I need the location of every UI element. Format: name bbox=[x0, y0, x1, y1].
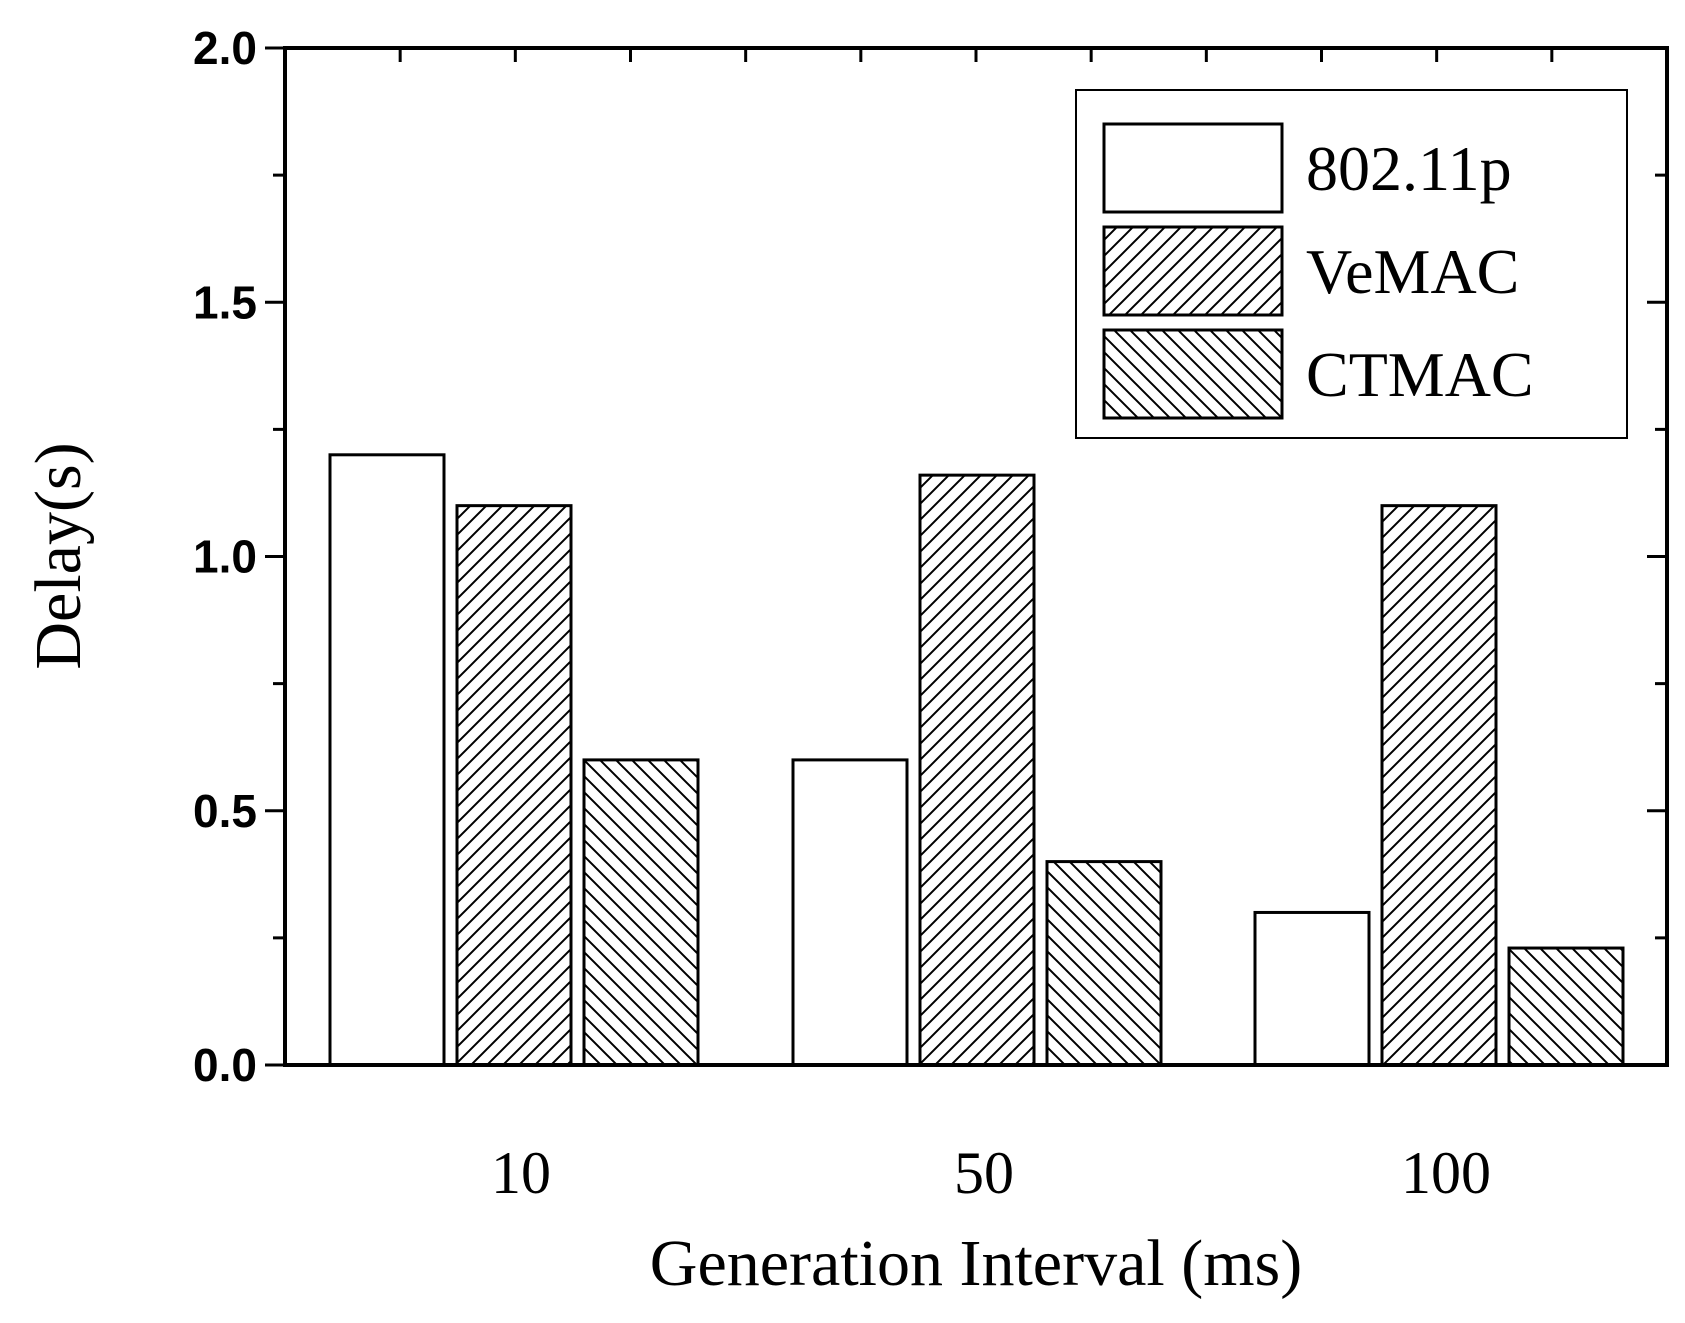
x-axis-ticks: 10 50 100 bbox=[398, 48, 1554, 1206]
bar-vemac-10 bbox=[455, 504, 573, 1067]
legend-swatch-vemac bbox=[1102, 225, 1284, 317]
plot-frame bbox=[283, 46, 1669, 1067]
y-axis-ticks: 0.0 0.5 1.0 1.5 2.0 bbox=[193, 22, 1667, 1091]
bar-802-11p-10 bbox=[328, 453, 446, 1067]
y-tick-label: 1.5 bbox=[193, 276, 257, 328]
bar-ctmac-100 bbox=[1507, 946, 1625, 1067]
legend-label-802-11p: 802.11p bbox=[1306, 133, 1512, 204]
x-tick-label-10: 10 bbox=[491, 1140, 551, 1206]
x-axis-label: Generation Interval (ms) bbox=[650, 1227, 1302, 1300]
legend-swatch-802-11p bbox=[1102, 122, 1284, 214]
bar-vemac-50 bbox=[918, 473, 1036, 1067]
y-tick-label: 2.0 bbox=[193, 22, 257, 74]
y-axis-label: Delay(s) bbox=[22, 442, 95, 669]
y-tick-label: 0.5 bbox=[193, 785, 257, 837]
legend-label-ctmac: CTMAC bbox=[1306, 339, 1534, 410]
bar-ctmac-50 bbox=[1045, 860, 1163, 1067]
legend-swatch-ctmac bbox=[1102, 328, 1284, 420]
y-tick-label: 1.0 bbox=[193, 531, 257, 583]
bar-vemac-100 bbox=[1380, 504, 1498, 1067]
bar-802-11p-50 bbox=[791, 758, 909, 1067]
x-tick-label-50: 50 bbox=[954, 1140, 1014, 1206]
legend: 802.11p VeMAC CTMAC bbox=[1075, 89, 1628, 439]
bar-ctmac-10 bbox=[582, 758, 700, 1067]
legend-label-vemac: VeMAC bbox=[1306, 236, 1519, 307]
y-tick-label: 0.0 bbox=[193, 1039, 257, 1091]
bars-group bbox=[328, 453, 1625, 1067]
x-tick-label-100: 100 bbox=[1401, 1140, 1491, 1206]
bar-802-11p-100 bbox=[1253, 910, 1371, 1067]
